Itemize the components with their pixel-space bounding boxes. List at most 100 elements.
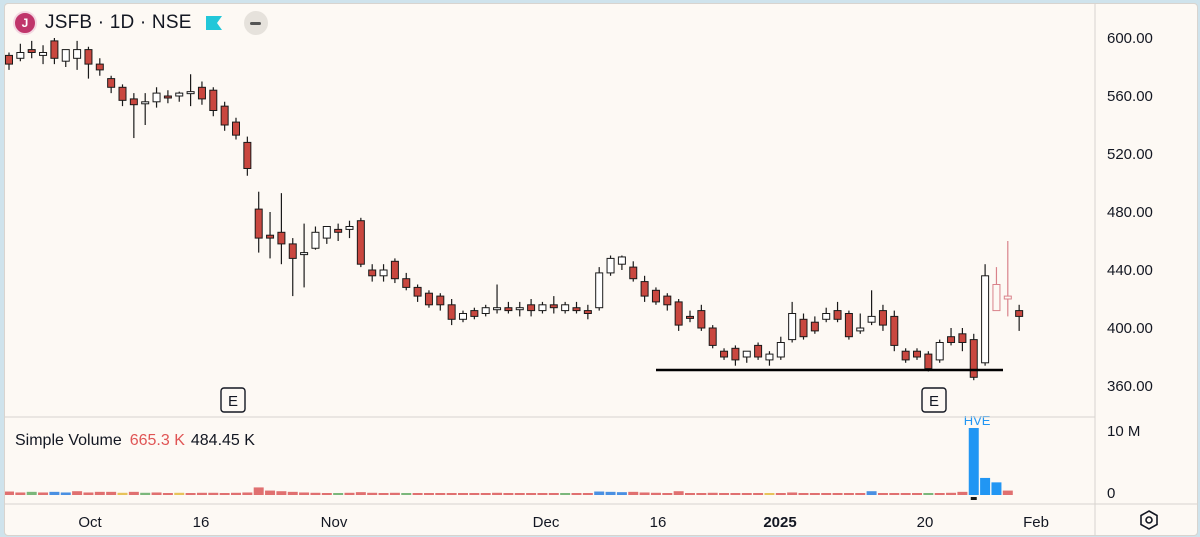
volume-bar	[242, 492, 253, 495]
candle	[436, 293, 445, 311]
volume-bar	[196, 492, 207, 495]
candle	[459, 310, 467, 323]
candle-body	[595, 272, 604, 309]
volume-legend[interactable]: Simple Volume 665.3 K 484.45 K	[15, 432, 255, 450]
volume-bar	[730, 493, 741, 495]
volume-bar	[299, 492, 310, 495]
volume-bar	[639, 492, 650, 495]
candle-body	[197, 86, 206, 100]
volume-bar	[344, 492, 355, 495]
candle-body	[254, 208, 263, 239]
candle-body	[731, 347, 740, 361]
candle-body	[390, 260, 399, 280]
volume-bar	[219, 493, 230, 495]
volume-bar	[151, 492, 162, 495]
candle	[788, 301, 797, 343]
volume-bar	[866, 491, 877, 495]
settings-icon[interactable]	[1138, 509, 1160, 531]
candle-body	[788, 313, 797, 341]
candle	[16, 43, 25, 62]
candle	[84, 46, 93, 79]
candle-body	[470, 310, 479, 317]
candle-body	[220, 105, 229, 126]
candle-body	[913, 350, 921, 358]
candle-body	[368, 269, 377, 277]
candle	[810, 316, 819, 334]
volume-bar	[435, 493, 446, 495]
candle-body	[436, 295, 445, 306]
candle-body	[981, 275, 990, 364]
volume-bar	[707, 492, 718, 495]
candle-body	[232, 121, 240, 136]
candle-body	[129, 98, 138, 106]
price-axis: 600.00 560.00 520.00 480.00 440.00 400.00 360.…	[1107, 30, 1153, 395]
candle-body	[379, 269, 388, 277]
candle-body	[856, 327, 865, 332]
collapse-button[interactable]	[243, 11, 268, 35]
candle	[538, 301, 547, 314]
volume-bar	[15, 492, 26, 495]
earnings-box	[220, 387, 246, 413]
chart-panel[interactable]: J JSFB · 1D · NSE 600.00 560.00 520.00 480.…	[4, 3, 1198, 536]
candle	[504, 301, 513, 314]
volume-bar	[469, 493, 480, 495]
candle-body	[50, 40, 59, 59]
flag-icon[interactable]	[205, 16, 222, 30]
symbol-title[interactable]: JSFB · 1D · NSE	[45, 12, 192, 33]
candle-body	[833, 310, 842, 320]
earnings-marker: E	[921, 387, 947, 413]
volume-bar	[162, 493, 173, 495]
candle	[833, 301, 842, 323]
candle	[50, 38, 59, 65]
volume-bar	[423, 493, 434, 495]
candle	[334, 223, 343, 241]
volume-bar	[946, 492, 957, 495]
candle	[958, 328, 967, 352]
candlestick-chart[interactable]: 600.00 560.00 520.00 480.00 440.00 400.00 360.…	[5, 4, 1197, 535]
candle-body	[73, 49, 82, 59]
volume-bar	[287, 491, 298, 495]
candle	[481, 304, 490, 317]
volume-bar	[60, 492, 71, 495]
candle-body	[481, 307, 490, 315]
candle-body	[640, 281, 649, 297]
volume-bar	[185, 493, 196, 495]
candle-body	[583, 310, 592, 315]
candle	[720, 348, 729, 360]
candle	[844, 310, 853, 340]
candle-body	[765, 353, 774, 361]
volume-bar	[38, 492, 49, 495]
volume-value-1: 665.3 K	[129, 432, 185, 449]
candle	[27, 40, 36, 59]
candle	[163, 90, 172, 104]
candle	[447, 299, 456, 326]
candle	[402, 272, 411, 291]
candle-body	[266, 234, 275, 239]
candle	[368, 264, 377, 282]
candle-body	[958, 333, 967, 343]
candle	[424, 290, 433, 308]
candle	[686, 310, 694, 323]
candle-body	[708, 327, 717, 346]
time-tick-label: Oct	[78, 514, 102, 531]
volume-bar	[662, 493, 673, 495]
candle	[947, 328, 956, 346]
volume-bar	[208, 492, 219, 495]
candle	[981, 264, 990, 366]
candle	[629, 261, 638, 282]
candle	[311, 226, 320, 250]
volume-bar	[582, 493, 593, 495]
candle	[61, 49, 70, 67]
candles-group	[5, 38, 1024, 381]
candle	[220, 101, 229, 131]
volume-bar	[798, 493, 809, 495]
volume-value-2: 484.45 K	[190, 432, 255, 449]
volume-bar	[333, 493, 344, 495]
candle-body	[288, 243, 297, 259]
candle-body	[493, 307, 502, 311]
candle	[277, 193, 286, 265]
volume-legend-label: Simple Volume	[15, 432, 122, 449]
volume-bar	[923, 493, 934, 495]
candle-body	[720, 350, 729, 358]
volume-bar	[605, 491, 616, 495]
